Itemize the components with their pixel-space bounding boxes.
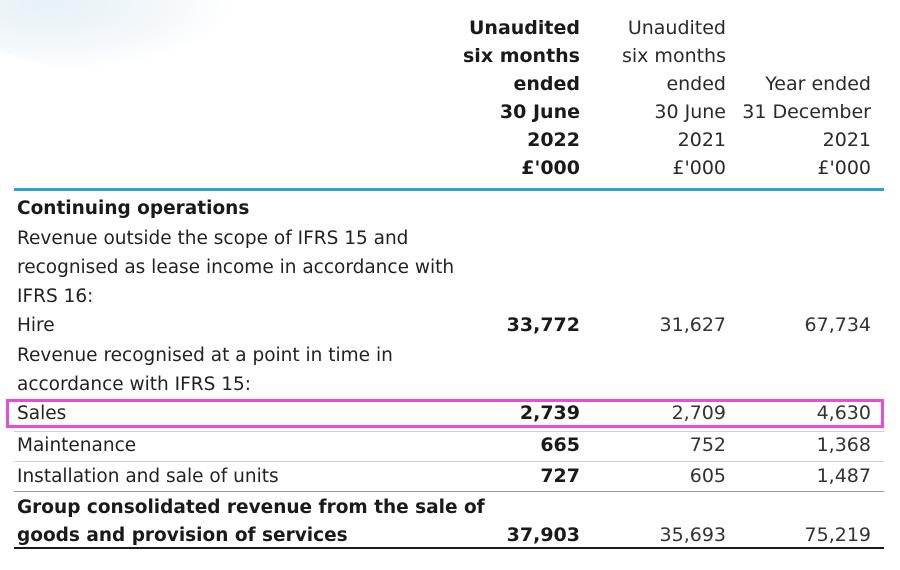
row-label: accordance with IFRS 15: — [17, 374, 251, 395]
cell-total-fy-2021: 75,219 — [804, 524, 871, 546]
cell-maintenance-2022: 665 — [540, 434, 580, 456]
section-heading: Continuing operations — [17, 198, 250, 219]
row-label: Revenue outside the scope of IFRS 15 and — [17, 228, 409, 249]
row-label: recognised as lease income in accordance… — [17, 257, 455, 278]
cell-sales-fy-2021: 4,630 — [816, 402, 871, 424]
row-label: Revenue recognised at a point in time in — [17, 345, 393, 366]
sales-row-highlight — [6, 399, 884, 428]
row-label-installation: Installation and sale of units — [17, 466, 279, 487]
header-spacer — [701, 42, 871, 70]
background-decoration — [0, 0, 230, 70]
cell-installation-fy-2021: 1,487 — [816, 465, 871, 487]
header-line: six months — [463, 45, 580, 67]
cell-installation-h1-2021: 605 — [689, 465, 726, 487]
header-line: £'000 — [817, 157, 871, 179]
cell-total-2022: 37,903 — [506, 524, 580, 546]
cell-total-h1-2021: 35,693 — [659, 524, 726, 546]
header-line: six months — [621, 45, 726, 67]
header-rule — [14, 188, 884, 191]
header-line: 30 June — [499, 101, 580, 123]
header-line: 2021 — [822, 129, 871, 151]
cell-hire-fy-2021: 67,734 — [804, 314, 871, 336]
cell-hire-h1-2021: 31,627 — [659, 314, 726, 336]
row-label-total: Group consolidated revenue from the sale… — [17, 497, 485, 518]
row-label-total: goods and provision of services — [17, 525, 348, 546]
row-divider — [14, 461, 884, 462]
header-line: 31 December — [742, 101, 871, 123]
header-line: Year ended — [765, 73, 871, 95]
cell-hire-2022: 33,772 — [506, 314, 580, 336]
cell-sales-2022: 2,739 — [519, 402, 580, 424]
header-spacer — [701, 14, 871, 42]
column-header-h1-2022: Unaudited six months ended 30 June 2022 … — [410, 14, 580, 182]
cell-installation-2022: 727 — [540, 465, 580, 487]
row-divider — [14, 491, 884, 492]
column-header-fy-2021: Year ended 31 December 2021 £'000 — [701, 14, 871, 182]
header-line: ended — [666, 73, 726, 95]
header-line: Unaudited — [627, 17, 726, 39]
header-line: £'000 — [521, 157, 580, 179]
cell-sales-h1-2021: 2,709 — [671, 402, 726, 424]
cell-maintenance-h1-2021: 752 — [689, 434, 726, 456]
header-line: 30 June — [654, 101, 726, 123]
header-line: £'000 — [672, 157, 726, 179]
cell-maintenance-fy-2021: 1,368 — [816, 434, 871, 456]
header-line: Unaudited — [469, 17, 580, 39]
row-divider — [14, 431, 884, 432]
row-label-maintenance: Maintenance — [17, 435, 137, 456]
row-label-sales: Sales — [17, 403, 67, 424]
header-line: 2022 — [527, 129, 580, 151]
row-label-hire: Hire — [17, 315, 55, 336]
row-label: IFRS 16: — [17, 286, 94, 307]
total-rule — [14, 547, 884, 549]
header-line: 2021 — [677, 129, 726, 151]
header-line: ended — [513, 73, 581, 95]
column-header-h1-2021: Unaudited six months ended 30 June 2021 … — [556, 14, 726, 182]
